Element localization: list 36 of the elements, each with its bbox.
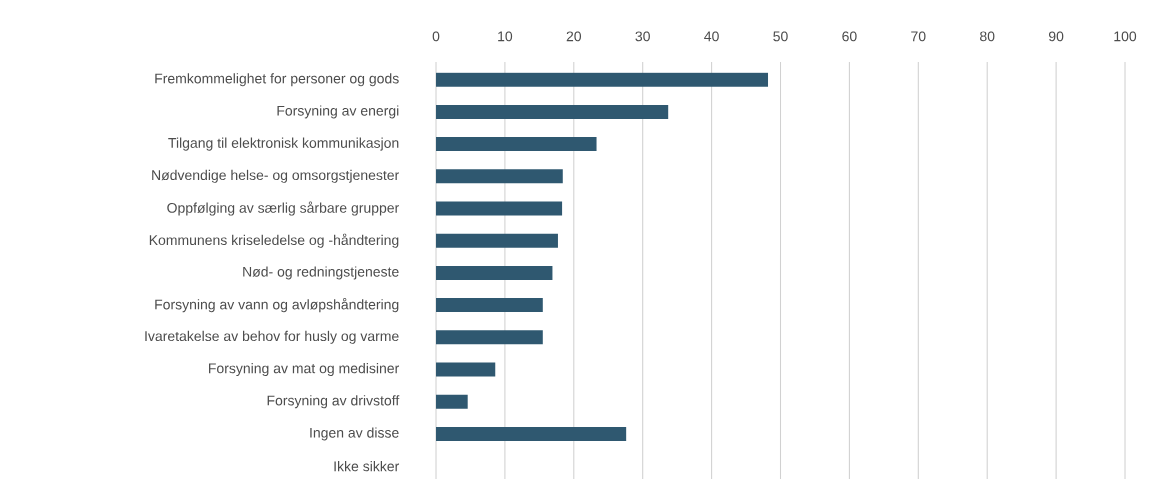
y-tick-label: Forsyning av energi — [277, 105, 399, 119]
x-tick-label: 60 — [842, 31, 857, 42]
y-tick-label: Oppfølging av særlig sårbare grupper — [167, 201, 400, 216]
bar — [436, 330, 543, 345]
y-tick-label: Forsyning av vann og avløpshåndtering — [155, 298, 399, 313]
bar — [436, 104, 669, 119]
bar — [436, 201, 563, 216]
y-tick-label: Forsyning av drivstoff — [267, 395, 400, 409]
x-tick-label: 20 — [566, 31, 582, 42]
bar — [436, 137, 597, 152]
y-tick-label: Ivaretakelse av behov for husly og varme — [145, 330, 399, 344]
bar — [436, 394, 468, 409]
x-tick-label: 90 — [1048, 31, 1064, 42]
bar — [436, 362, 496, 377]
y-tick-label: Tilgang til elektronisk kommunikasjon — [168, 137, 399, 151]
y-tick-label: Ikke sikker — [334, 460, 400, 472]
y-tick-label: Kommunens kriseledelse og -håndtering — [149, 233, 399, 248]
x-tick-label: 30 — [635, 31, 650, 42]
bar — [436, 169, 563, 184]
y-tick-label: Fremkommelighet for personer og gods — [155, 73, 399, 87]
bar — [436, 72, 769, 87]
x-tick-label: 40 — [704, 31, 719, 42]
x-tick-label: 100 — [1114, 31, 1137, 42]
bar — [436, 298, 543, 313]
y-tick-label: Forsyning av mat og medisiner — [209, 363, 400, 377]
x-tick-label: 10 — [498, 31, 513, 42]
bar — [436, 426, 627, 441]
y-tick-label: Ingen av disse — [310, 427, 399, 441]
x-tick-label: 0 — [432, 31, 440, 42]
x-tick-label: 50 — [773, 31, 788, 42]
x-tick-label: 70 — [911, 31, 926, 42]
y-tick-label: Nødvendige helse- og omsorgstjenester — [152, 169, 400, 183]
bar — [436, 265, 553, 280]
bar — [436, 233, 558, 248]
x-tick-label: 80 — [980, 31, 995, 42]
y-tick-label: Nød- og redningstjeneste — [243, 266, 399, 280]
